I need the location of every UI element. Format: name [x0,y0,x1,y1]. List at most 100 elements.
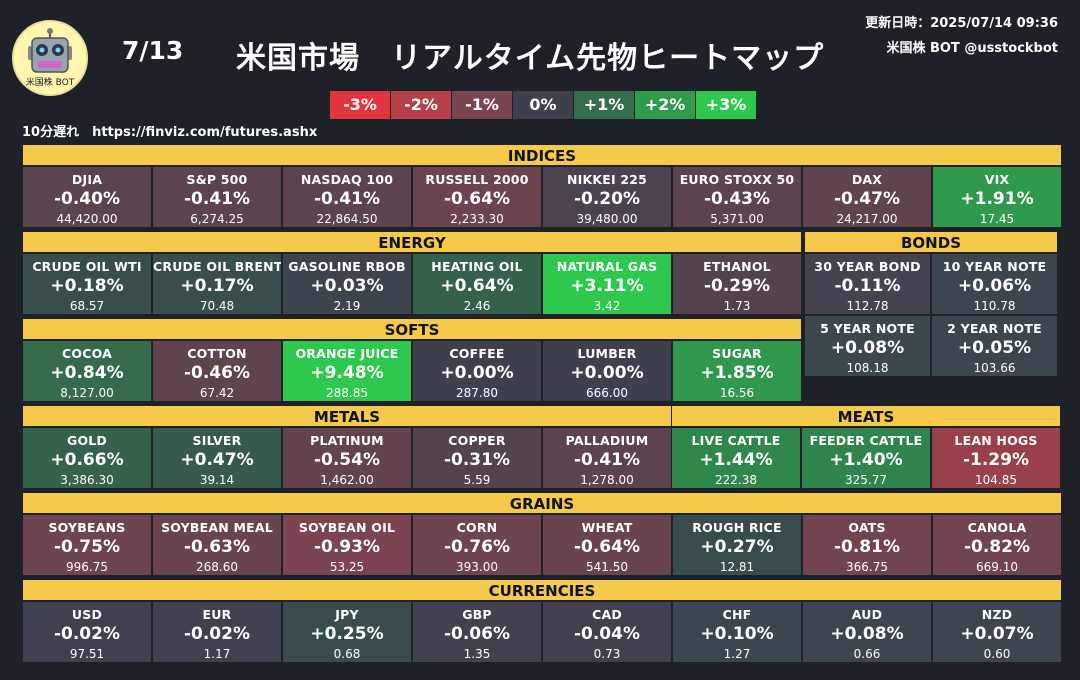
futures-tile[interactable]: FEEDER CATTLE +1.40% 325.77 [801,427,931,489]
futures-tile[interactable]: LUMBER +0.00% 666.00 [542,340,672,402]
tile-price: 97.51 [69,647,105,661]
tile-price: 1,278.00 [580,473,634,487]
futures-tile[interactable]: SOYBEAN OIL -0.93% 53.25 [282,514,412,576]
futures-tile[interactable]: PLATINUM -0.54% 1,462.00 [282,427,412,489]
legend-item: +1% [574,91,635,119]
tile-name: FEEDER CATTLE [809,433,923,448]
tile-price: 112.78 [846,299,889,313]
section-header-currencies: CURRENCIES [22,579,1062,601]
tile-price: 2.19 [333,299,361,313]
futures-tile[interactable]: HEATING OIL +0.64% 2.46 [412,253,542,315]
legend-item: +3% [696,91,757,119]
tile-name: DJIA [71,172,103,187]
tile-price: 325.77 [845,473,887,487]
futures-tile[interactable]: ETHANOL -0.29% 1.73 [672,253,802,315]
tile-change: -0.04% [573,624,641,644]
tile-change: -0.40% [53,189,121,209]
tile-name: PALLADIUM [565,433,649,448]
logo-text: 米国株 BOT [25,78,75,88]
tile-name: 2 YEAR NOTE [947,321,1042,336]
tile-name: LEAN HOGS [954,433,1038,448]
futures-tile[interactable]: SUGAR +1.85% 16.56 [672,340,802,402]
futures-tile[interactable]: COTTON -0.46% 67.42 [152,340,282,402]
futures-tile[interactable]: CORN -0.76% 393.00 [412,514,542,576]
tile-change: +0.06% [957,276,1032,296]
futures-tile[interactable]: 10 YEAR NOTE +0.06% 110.78 [931,253,1058,315]
futures-tile[interactable]: NZD +0.07% 0.60 [932,601,1062,663]
section-header-energy: ENERGY [22,231,802,253]
futures-tile[interactable]: JPY +0.25% 0.68 [282,601,412,663]
futures-tile[interactable]: USD -0.02% 97.51 [22,601,152,663]
futures-tile[interactable]: 30 YEAR BOND -0.11% 112.78 [804,253,931,315]
tile-name: 30 YEAR BOND [814,259,921,274]
tile-change: +0.66% [50,450,124,470]
futures-tile[interactable]: CANOLA -0.82% 669.10 [932,514,1062,576]
tile-name: AUD [851,607,883,622]
tile-name: SOYBEANS [48,520,126,535]
tile-price: 1.27 [723,647,751,661]
futures-tile[interactable]: SOYBEAN MEAL -0.63% 268.60 [152,514,282,576]
futures-tile[interactable]: SILVER +0.47% 39.14 [152,427,282,489]
tile-name: SOYBEAN MEAL [161,520,273,535]
tile-name: EURO STOXX 50 [679,172,795,187]
futures-tile[interactable]: NATURAL GAS +3.11% 3.42 [542,253,672,315]
futures-tile[interactable]: GASOLINE RBOB +0.03% 2.19 [282,253,412,315]
futures-tile[interactable]: CHF +0.10% 1.27 [672,601,802,663]
tile-change: -0.75% [53,537,121,557]
bot-logo: 米国株 BOT [12,20,88,96]
futures-tile[interactable]: S&P 500 -0.41% 6,274.25 [152,166,282,228]
tile-name: ROUGH RICE [692,520,782,535]
tile-change: +0.27% [700,537,774,557]
futures-tile[interactable]: 2 YEAR NOTE +0.05% 103.66 [931,315,1058,377]
futures-tile[interactable]: GBP -0.06% 1.35 [412,601,542,663]
tile-price: 1.35 [463,647,491,661]
tile-change: -0.54% [313,450,381,470]
futures-tile[interactable]: ORANGE JUICE +9.48% 288.85 [282,340,412,402]
tile-price: 108.18 [846,361,889,375]
futures-tile[interactable]: RUSSELL 2000 -0.64% 2,233.30 [412,166,542,228]
tile-price: 0.68 [333,647,361,661]
tile-change: +0.17% [180,276,254,296]
section-header-meats: MEATS [671,405,1061,427]
tile-name: SUGAR [712,346,762,361]
futures-tile[interactable]: EUR -0.02% 1.17 [152,601,282,663]
futures-tile[interactable]: 5 YEAR NOTE +0.08% 108.18 [804,315,931,377]
futures-tile[interactable]: COCOA +0.84% 8,127.00 [22,340,152,402]
tile-price: 666.00 [586,386,628,400]
futures-tile[interactable]: PALLADIUM -0.41% 1,278.00 [542,427,672,489]
futures-tile[interactable]: ROUGH RICE +0.27% 12.81 [672,514,802,576]
futures-tile[interactable]: EURO STOXX 50 -0.43% 5,371.00 [672,166,802,228]
futures-tile[interactable]: GOLD +0.66% 3,386.30 [22,427,152,489]
tile-price: 6,274.25 [190,212,244,226]
tile-name: LIVE CATTLE [691,433,781,448]
tile-name: PLATINUM [310,433,384,448]
delay-note: 10分遅れ https://finviz.com/futures.ashx [22,125,318,140]
futures-tile[interactable]: CAD -0.04% 0.73 [542,601,672,663]
tile-change: -0.46% [183,363,251,383]
futures-tile[interactable]: WHEAT -0.64% 541.50 [542,514,672,576]
futures-tile[interactable]: DJIA -0.40% 44,420.00 [22,166,152,228]
section-header-metals: METALS [22,405,672,427]
tile-price: 53.25 [329,560,365,574]
futures-tile[interactable]: COFFEE +0.00% 287.80 [412,340,542,402]
tile-change: +9.48% [310,363,384,383]
futures-tile[interactable]: DAX -0.47% 24,217.00 [802,166,932,228]
futures-tile[interactable]: LEAN HOGS -1.29% 104.85 [931,427,1061,489]
futures-tile[interactable]: NASDAQ 100 -0.41% 22,864.50 [282,166,412,228]
tile-name: COPPER [448,433,506,448]
futures-tile[interactable]: CRUDE OIL WTI +0.18% 68.57 [22,253,152,315]
futures-tile[interactable]: CRUDE OIL BRENT +0.17% 70.48 [152,253,282,315]
tile-name: CORN [456,520,498,535]
futures-tile[interactable]: NIKKEI 225 -0.20% 39,480.00 [542,166,672,228]
tile-name: CANOLA [967,520,1027,535]
futures-tile[interactable]: COPPER -0.31% 5.59 [412,427,542,489]
tile-name: GOLD [66,433,108,448]
futures-tile[interactable]: OATS -0.81% 366.75 [802,514,932,576]
tile-change: -0.31% [443,450,511,470]
tile-name: SILVER [192,433,242,448]
futures-tile[interactable]: VIX +1.91% 17.45 [932,166,1062,228]
futures-tile[interactable]: SOYBEANS -0.75% 996.75 [22,514,152,576]
tile-price: 103.66 [973,361,1016,375]
futures-tile[interactable]: LIVE CATTLE +1.44% 222.38 [671,427,801,489]
futures-tile[interactable]: AUD +0.08% 0.66 [802,601,932,663]
